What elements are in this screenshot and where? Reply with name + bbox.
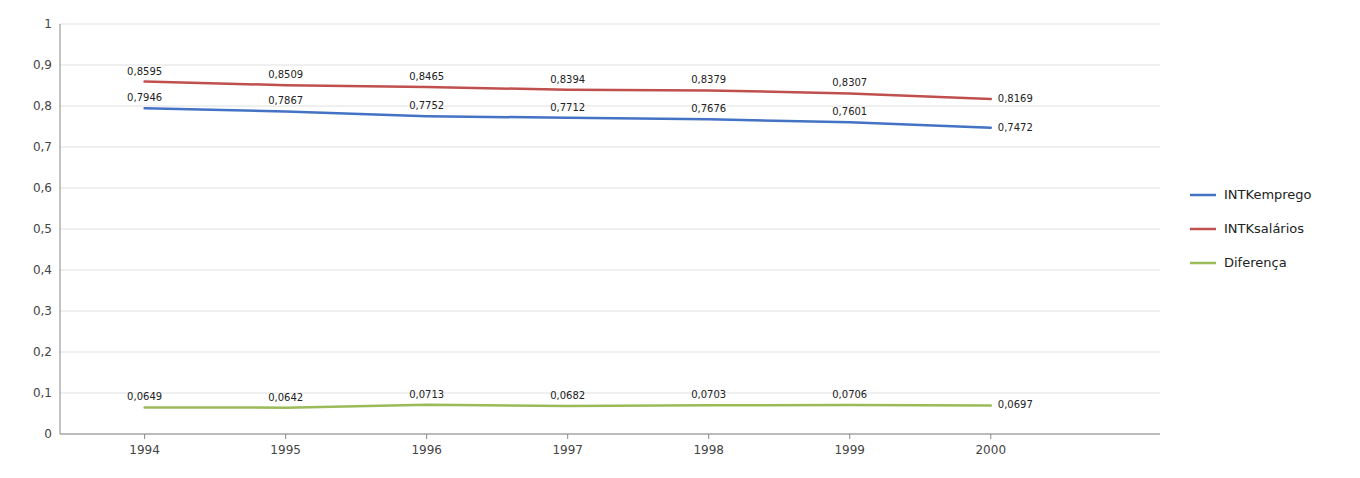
legend: INTKemprego INTKsalários Diferença [1190,187,1312,270]
grid-line [60,24,1160,25]
data-label: 0,8465 [409,71,444,82]
data-label: 0,8595 [127,66,162,77]
y-tick-label: 0,2 [33,345,52,359]
data-label: 0,7472 [998,122,1033,133]
chart-container: 00,10,20,30,40,50,60,70,80,9119941995199… [0,0,1360,478]
y-axis-line [60,24,61,434]
data-label: 0,8307 [832,77,867,88]
grid-line [60,311,1160,312]
y-tick-label: 1 [44,17,52,31]
grid-line [60,434,1160,435]
series-lines [145,82,991,408]
x-tick [144,434,145,439]
data-label: 0,8394 [550,74,585,85]
chart-svg: 00,10,20,30,40,50,60,70,80,9119941995199… [0,0,1360,478]
grid-line [60,352,1160,353]
x-axis-line [60,434,1160,435]
data-label: 0,0703 [691,389,726,400]
x-tick [426,434,427,439]
legend-swatch [1190,228,1216,231]
legend-swatch [1190,194,1216,197]
data-label: 0,7946 [127,92,162,103]
data-label: 0,0642 [268,392,303,403]
data-label: 0,0697 [998,399,1033,410]
data-labels: 0,7946 0,7867 0,7752 0,7712 0,7676 0,7601 0,74… [127,66,1033,411]
y-tick-label: 0,6 [33,181,52,195]
data-label: 0,7601 [832,106,867,117]
x-tick-label: 1998 [693,443,724,457]
x-tick-label: 1995 [270,443,301,457]
data-label: 0,7712 [550,102,585,113]
series-line [145,405,991,408]
data-label: 0,7676 [691,103,726,114]
x-tick [849,434,850,439]
data-label: 0,8379 [691,74,726,85]
x-tick [990,434,991,439]
y-tick-label: 0,9 [33,58,52,72]
y-tick-label: 0,4 [33,263,52,277]
x-tick [285,434,286,439]
legend-label: INTKemprego [1224,187,1312,202]
legend-label: Diferença [1224,255,1287,270]
y-tick-label: 0,5 [33,222,52,236]
y-tick-label: 0 [44,427,52,441]
x-tick-label: 1999 [834,443,865,457]
grid-line [60,65,1160,66]
x-ticks: 1994 1995 1996 1997 1998 1999 2000 [129,434,1006,457]
legend-swatch [1190,262,1216,265]
y-tick-labels: 0 0,1 0,2 0,3 0,4 0,5 0,6 0,7 0,8 0,9 1 [33,17,52,441]
x-tick [567,434,568,439]
grid-line [60,270,1160,271]
grid-line [60,188,1160,189]
data-label: 0,0713 [409,389,444,400]
grid-line [60,229,1160,230]
legend-label: INTKsalários [1224,221,1304,236]
y-tick-label: 0,1 [33,386,52,400]
data-label: 0,7752 [409,100,444,111]
data-label: 0,7867 [268,95,303,106]
data-label: 0,0649 [127,391,162,402]
data-label: 0,0682 [550,390,585,401]
y-grid [60,24,1160,434]
x-tick-label: 2000 [975,443,1006,457]
x-tick-label: 1996 [411,443,442,457]
y-tick-label: 0,7 [33,140,52,154]
grid-line [60,106,1160,107]
grid-line [60,393,1160,394]
y-tick-label: 0,8 [33,99,52,113]
x-tick [708,434,709,439]
x-tick-label: 1997 [552,443,583,457]
y-tick-label: 0,3 [33,304,52,318]
data-label: 0,8169 [998,93,1033,104]
data-label: 0,0706 [832,389,867,400]
x-tick-label: 1994 [129,443,160,457]
data-label: 0,8509 [268,69,303,80]
grid-line [60,147,1160,148]
